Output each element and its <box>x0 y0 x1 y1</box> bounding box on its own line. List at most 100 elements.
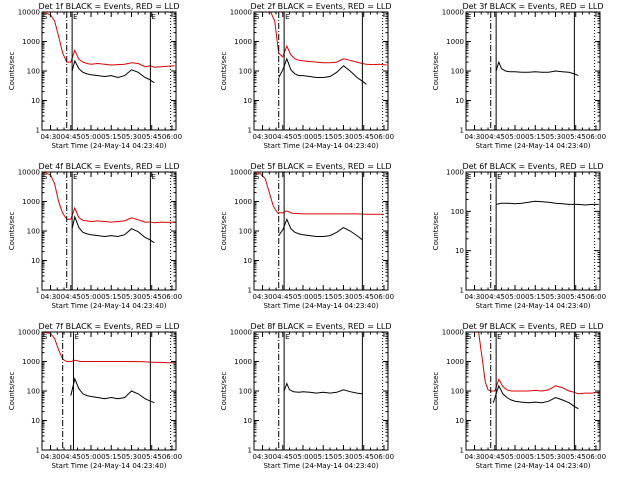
segment-marker: S <box>255 173 260 181</box>
x-tick-label: 04:45 <box>61 453 81 461</box>
x-axis-label: Start Time (24-May-14 04:23:40) <box>263 462 378 470</box>
x-tick-label: 05:15 <box>101 453 121 461</box>
panel-5: Det 5f BLACK = Events, RED = LLD S 1 10 100 1… <box>220 162 394 310</box>
x-tick-label: 05:45 <box>142 453 162 461</box>
events-series-line <box>71 59 155 84</box>
y-tick-label: 10000 <box>230 329 252 337</box>
x-tick-label: 04:45 <box>485 293 505 301</box>
x-tick-label: 05:45 <box>566 453 586 461</box>
x-tick-label: 04:30 <box>40 293 60 301</box>
panel-2: Det 2f BLACK = Events, RED = LLD S E 1 10 100… <box>220 2 394 150</box>
y-tick-label: 1 <box>36 287 40 295</box>
x-tick-label: 04:45 <box>485 453 505 461</box>
y-tick-label: 10 <box>243 257 252 265</box>
y-tick-label: 10 <box>243 97 252 105</box>
x-tick-label: 05:00 <box>81 453 101 461</box>
plot-frame <box>465 11 601 131</box>
x-tick-label: 04:30 <box>40 453 60 461</box>
x-tick-label: 04:30 <box>252 133 272 141</box>
segment-marker: E <box>73 13 77 21</box>
y-tick-label: 100 <box>239 68 252 76</box>
events-series-line <box>492 384 579 410</box>
plot-frame <box>253 331 389 451</box>
y-tick-label: 10000 <box>230 9 252 17</box>
x-tick-label: 04:30 <box>252 293 272 301</box>
x-tick-label: 05:30 <box>121 453 141 461</box>
y-tick-label: 10 <box>455 247 464 255</box>
x-tick-label: 05:15 <box>101 133 121 141</box>
segment-marker: E <box>497 173 501 181</box>
events-series-line <box>71 215 155 244</box>
events-series-line <box>70 377 155 404</box>
y-tick-label: 100 <box>27 388 40 396</box>
lld-series-line <box>270 12 387 66</box>
x-tick-label: 05:00 <box>81 293 101 301</box>
segment-marker: E <box>285 333 289 341</box>
x-tick-label: 06:00 <box>586 453 606 461</box>
plot-frame <box>41 171 177 291</box>
panel-title: Det 2f BLACK = Events, RED = LLD <box>250 2 391 11</box>
x-tick-label: 04:30 <box>40 133 60 141</box>
panel-8: Det 8f BLACK = Events, RED = LLD S E 1 10 100… <box>220 322 394 470</box>
x-tick-label: 04:45 <box>273 133 293 141</box>
x-tick-label: 06:00 <box>162 453 182 461</box>
x-axis-label: Start Time (24-May-14 04:23:40) <box>51 462 166 470</box>
plot-frame <box>41 331 177 451</box>
x-tick-label: 06:00 <box>586 293 606 301</box>
y-tick-label: 10000 <box>18 9 40 17</box>
x-axis-label: Start Time (24-May-14 04:23:40) <box>263 142 378 150</box>
y-tick-label: 10 <box>31 257 40 265</box>
x-tick-label: 05:30 <box>333 293 353 301</box>
segment-marker: S <box>255 13 260 21</box>
x-tick-label: 05:00 <box>505 453 525 461</box>
x-tick-label: 05:15 <box>101 293 121 301</box>
y-tick-label: 1 <box>248 127 252 135</box>
x-tick-label: 05:30 <box>121 293 141 301</box>
x-tick-label: 05:30 <box>545 293 565 301</box>
x-tick-label: 05:45 <box>354 133 374 141</box>
y-tick-label: 100 <box>239 388 252 396</box>
segment-marker: S <box>43 173 48 181</box>
x-tick-label: 05:30 <box>545 453 565 461</box>
plot-frame <box>41 11 177 131</box>
y-tick-label: 10 <box>243 417 252 425</box>
y-tick-label: 10000 <box>442 329 464 337</box>
panel-title: Det 9f BLACK = Events, RED = LLD <box>462 322 603 331</box>
y-tick-label: 10 <box>31 417 40 425</box>
x-tick-label: 05:15 <box>525 293 545 301</box>
x-axis-label: Start Time (24-May-14 04:23:40) <box>51 142 166 150</box>
y-tick-label: 1 <box>248 287 252 295</box>
events-series-line <box>283 382 363 395</box>
segment-marker: S <box>467 333 472 341</box>
lld-series-line <box>42 12 175 68</box>
y-tick-label: 10000 <box>18 329 40 337</box>
y-tick-label: 1000 <box>22 38 40 46</box>
panel-title: Det 8f BLACK = Events, RED = LLD <box>250 322 391 331</box>
y-tick-label: 1 <box>36 127 40 135</box>
segment-marker: E <box>467 173 471 181</box>
plot-frame <box>253 171 389 291</box>
x-tick-label: 05:45 <box>354 453 374 461</box>
panel-9: Det 9f BLACK = Events, RED = LLD S E E 1 10 10… <box>432 322 606 470</box>
segment-marker: E <box>151 13 155 21</box>
x-tick-label: 04:30 <box>464 293 484 301</box>
y-tick-label: 100 <box>451 208 464 216</box>
segment-marker: E <box>73 173 77 181</box>
x-tick-label: 05:30 <box>333 133 353 141</box>
panel-title: Det 4f BLACK = Events, RED = LLD <box>38 162 179 171</box>
plot-frame <box>253 11 389 131</box>
y-tick-label: 10000 <box>442 9 464 17</box>
y-tick-label: 1000 <box>22 198 40 206</box>
x-axis-label: Start Time (24-May-14 04:23:40) <box>475 462 590 470</box>
x-tick-label: 05:45 <box>142 133 162 141</box>
panel-title: Det 5f BLACK = Events, RED = LLD <box>250 162 391 171</box>
x-tick-label: 04:45 <box>485 133 505 141</box>
x-tick-label: 05:45 <box>566 133 586 141</box>
y-tick-label: 1000 <box>446 38 464 46</box>
y-tick-label: 100 <box>451 388 464 396</box>
x-tick-label: 06:00 <box>162 293 182 301</box>
y-tick-label: 1000 <box>22 358 40 366</box>
x-tick-label: 04:45 <box>273 453 293 461</box>
x-tick-label: 04:30 <box>252 453 272 461</box>
